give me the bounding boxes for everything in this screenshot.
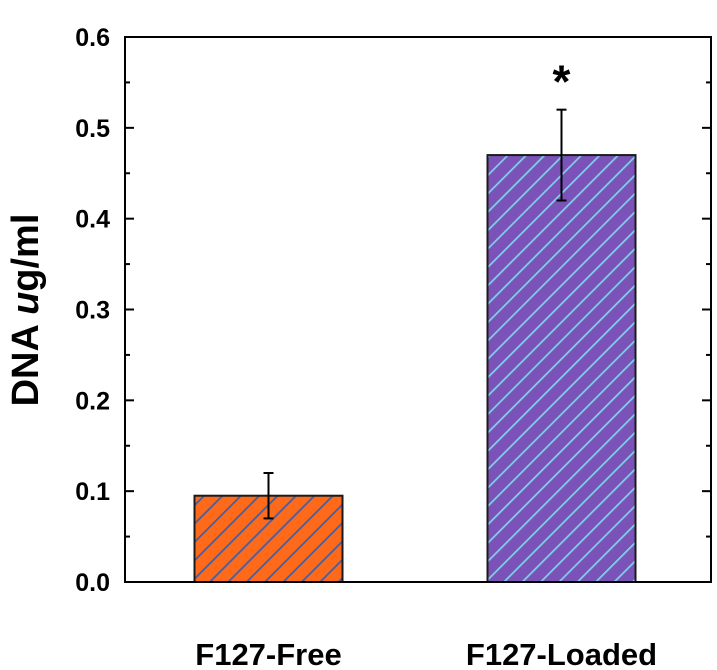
y-tick-label: 0.2 — [75, 387, 110, 415]
y-tick-label: 0.6 — [75, 24, 110, 52]
y-tick-label: 0.5 — [75, 115, 110, 143]
y-tick-label: 0.3 — [75, 297, 110, 325]
y-tick-label: 0.4 — [75, 206, 110, 234]
y-axis-title-prefix: DNA — [5, 315, 47, 406]
y-axis-ticks: 0.0 0.1 0.2 0.3 0.4 0.5 0.6 — [75, 24, 711, 597]
plot-frame — [124, 36, 712, 583]
x-tick-label: F127-Loaded — [466, 637, 657, 670]
bar-1 — [486, 154, 637, 583]
significance-annotation: * — [553, 56, 571, 108]
y-axis-title: DNA ug/ml — [5, 214, 47, 407]
bars-group — [193, 108, 637, 584]
x-tick-label: F127-Free — [195, 637, 341, 670]
y-axis-title-suffix: g/ml — [5, 214, 47, 292]
annotations-group: * — [553, 56, 571, 108]
y-tick-label: 0.0 — [75, 569, 110, 597]
y-tick-label: 0.1 — [75, 478, 110, 506]
y-axis-title-unit-italic: u — [5, 292, 47, 315]
x-axis-labels: F127-Free F127-Loaded — [195, 637, 657, 670]
